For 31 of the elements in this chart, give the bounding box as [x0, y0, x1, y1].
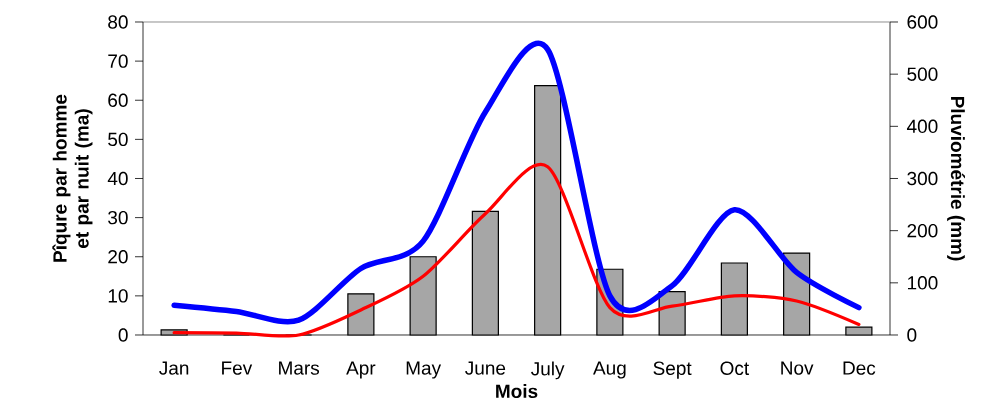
x-tick-label: July	[531, 361, 565, 380]
x-tick-label: Sept	[653, 361, 692, 379]
y-tick-label: 80	[108, 15, 128, 29]
y-tick-label: 70	[108, 54, 128, 68]
y-tick-label: 40	[107, 171, 128, 186]
y-axis-title: Pîqure par homme et par nuit (ma)	[52, 94, 93, 262]
y2-tick-label: 100	[907, 276, 938, 290]
y2-tick-label: 300	[907, 171, 938, 186]
y-tick-label: 20	[108, 250, 128, 264]
x-tick-label: Apr	[346, 361, 376, 379]
x-tick-label: May	[406, 361, 442, 379]
x-axis-title: Mois	[496, 384, 538, 399]
x-tick-label: Aug	[593, 361, 626, 379]
x-tick-label: Dec	[843, 361, 876, 375]
y-tick-label: 50	[108, 132, 128, 147]
y2-tick-label: 500	[907, 67, 938, 81]
x-tick-label: Jan	[159, 361, 189, 375]
x-tick-label: Nov	[781, 361, 814, 375]
y2-axis-title: Pluviométrie (mm)	[947, 96, 965, 261]
y2-tick-label: 0	[907, 328, 917, 342]
x-tick-label: Mars	[279, 361, 320, 375]
x-tick-label: June	[465, 361, 506, 375]
y2-tick-label: 400	[906, 119, 938, 134]
x-tick-label: Fev	[222, 361, 253, 375]
y-tick-label: 60	[108, 93, 128, 107]
y-tick-label: 30	[108, 210, 128, 225]
x-tick-label: Oct	[720, 361, 750, 375]
y2-tick-label: 200	[907, 223, 938, 238]
y-tick-label: 10	[108, 289, 128, 303]
y2-tick-label: 600	[907, 15, 938, 29]
y-tick-label: 0	[118, 328, 128, 342]
